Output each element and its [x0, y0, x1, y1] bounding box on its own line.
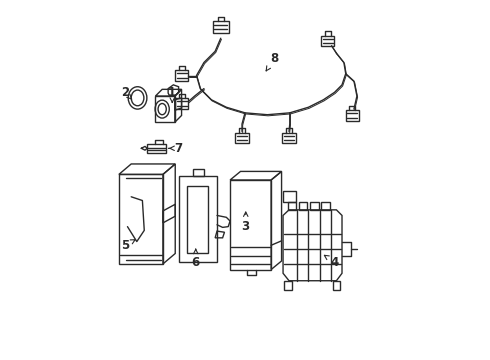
Text: 2: 2 [121, 86, 132, 99]
Text: 6: 6 [192, 249, 200, 269]
Text: 4: 4 [324, 255, 339, 269]
Text: 8: 8 [266, 52, 278, 71]
Text: 3: 3 [242, 212, 250, 233]
Text: 7: 7 [169, 142, 183, 155]
Text: 1: 1 [168, 86, 176, 102]
Text: 5: 5 [121, 239, 135, 252]
